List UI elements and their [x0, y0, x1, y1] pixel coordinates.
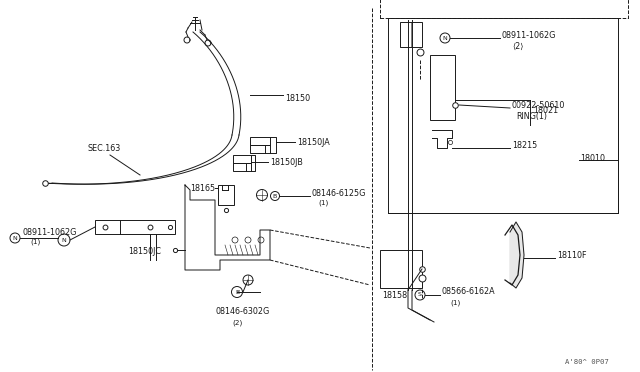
- Text: N: N: [61, 237, 67, 243]
- Text: 18110F: 18110F: [557, 250, 586, 260]
- Bar: [250, 145, 270, 153]
- Text: B: B: [235, 289, 239, 295]
- Text: ⟨2⟩: ⟨2⟩: [512, 42, 524, 51]
- Bar: [95, 220, 175, 234]
- Text: SEC.163: SEC.163: [87, 144, 120, 153]
- Bar: [430, 55, 455, 120]
- Text: (2): (2): [232, 320, 243, 326]
- Bar: [218, 185, 234, 205]
- Text: 18158: 18158: [382, 291, 407, 299]
- Text: 18150JB: 18150JB: [270, 157, 303, 167]
- Text: (1): (1): [450, 300, 460, 306]
- Text: 18165: 18165: [190, 183, 215, 192]
- Text: 18150JA: 18150JA: [297, 138, 330, 147]
- Polygon shape: [510, 222, 524, 288]
- Text: 08911-1062G: 08911-1062G: [502, 31, 556, 39]
- Text: 08911-1062G: 08911-1062G: [22, 228, 76, 237]
- Text: A'80^ 0P07: A'80^ 0P07: [565, 359, 609, 365]
- Text: 18150JC: 18150JC: [128, 247, 161, 257]
- Text: 18021: 18021: [533, 106, 558, 115]
- Bar: [388, 18, 618, 213]
- Text: RING(1): RING(1): [516, 112, 547, 121]
- Text: 18215: 18215: [512, 141, 537, 150]
- Text: (1): (1): [30, 239, 40, 245]
- Text: B: B: [273, 193, 277, 199]
- Text: S: S: [418, 292, 422, 298]
- Text: (1): (1): [318, 200, 328, 206]
- Bar: [250, 137, 270, 145]
- Bar: [380, 0, 628, 18]
- Bar: [400, 22, 422, 47]
- Text: 08146-6302G: 08146-6302G: [215, 308, 269, 317]
- Bar: [233, 155, 251, 163]
- Bar: [233, 163, 251, 171]
- Text: 08566-6162A: 08566-6162A: [442, 288, 495, 296]
- Text: N: N: [13, 235, 17, 241]
- Bar: [380, 250, 422, 288]
- Text: 18010: 18010: [580, 154, 605, 163]
- Text: 00922-50610: 00922-50610: [512, 100, 565, 109]
- Text: 08146-6125G: 08146-6125G: [312, 189, 366, 198]
- Text: N: N: [443, 35, 447, 41]
- Text: 18150: 18150: [285, 93, 310, 103]
